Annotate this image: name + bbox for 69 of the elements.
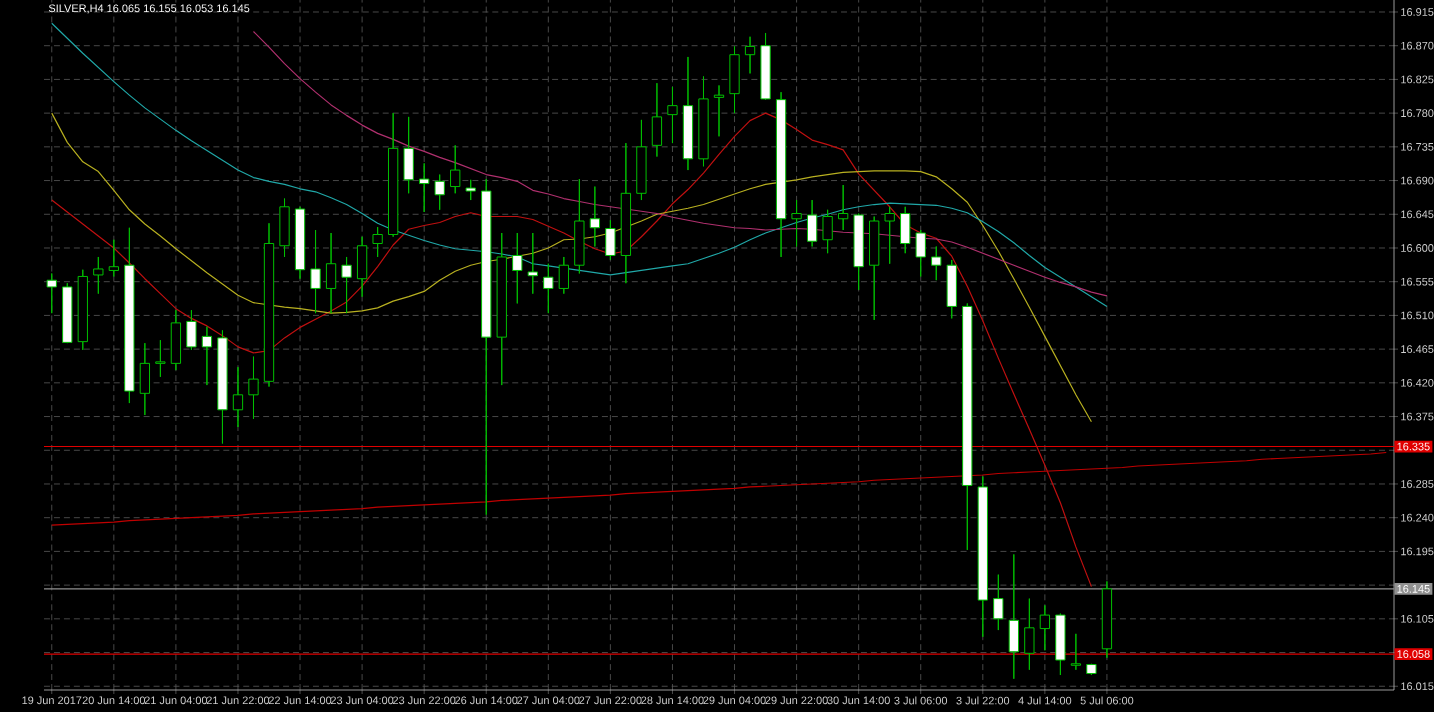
candlestick [558,256,569,295]
candlestick [760,32,771,101]
candlestick [1024,598,1035,671]
candlestick [356,236,368,298]
candlestick [605,219,616,261]
candlestick [977,475,988,638]
candlestick [698,75,709,167]
candlestick [201,326,213,386]
candlestick [434,174,445,211]
candlestick [993,574,1004,631]
candlestick [915,229,926,277]
candlestick [1086,663,1097,676]
candlestick [636,119,647,201]
candlestick [93,256,104,295]
candlestick [713,84,725,137]
candlestick [46,272,57,314]
candlestick [248,356,259,420]
candlestick [620,142,632,284]
candlestick [481,178,492,516]
candlestick [682,56,694,171]
candlestick [884,206,895,265]
candlestick [279,198,290,258]
candlestick [775,91,787,258]
candlestick [62,282,73,344]
candlestick [651,82,663,158]
candlestick [1008,553,1019,680]
candlestick [341,256,352,314]
candlestick [372,226,383,258]
candlestick [263,222,275,388]
candlestick [1039,604,1051,651]
candlestick [294,206,306,280]
candlestick [822,209,833,254]
candlestick [667,86,678,144]
candlestick [1055,613,1066,676]
candlestick [403,116,414,194]
candlestick [527,232,538,295]
candlestick [77,269,88,351]
candlestick [387,112,399,238]
candlestick [325,232,337,314]
candlestick [1070,633,1082,671]
candlestick [791,199,802,247]
candlestick [837,184,849,231]
candlestick [869,216,880,321]
candlestick [512,232,523,304]
candlestick [232,366,244,428]
candlestick [1101,580,1113,659]
candlestick [543,263,554,314]
candlestick [853,213,864,291]
candlestick [217,329,228,445]
candlestick [589,186,601,247]
candlestick [496,232,507,386]
candlestick [419,162,430,213]
candlestick [450,144,461,194]
candlestick [574,178,585,274]
candlestick [186,309,197,351]
candlestick [946,259,957,319]
candlestick [465,179,476,201]
candlestick [962,302,973,551]
candlestick [931,245,942,281]
candlestick [900,206,911,254]
candlestick [124,227,135,404]
candlestick [806,199,818,247]
candlestick [744,36,756,74]
candlestick [155,339,166,378]
candlestick [729,45,740,114]
candlestick [310,229,321,314]
candlestick [108,239,119,277]
candlestick [170,309,182,371]
candlestick [139,342,151,416]
